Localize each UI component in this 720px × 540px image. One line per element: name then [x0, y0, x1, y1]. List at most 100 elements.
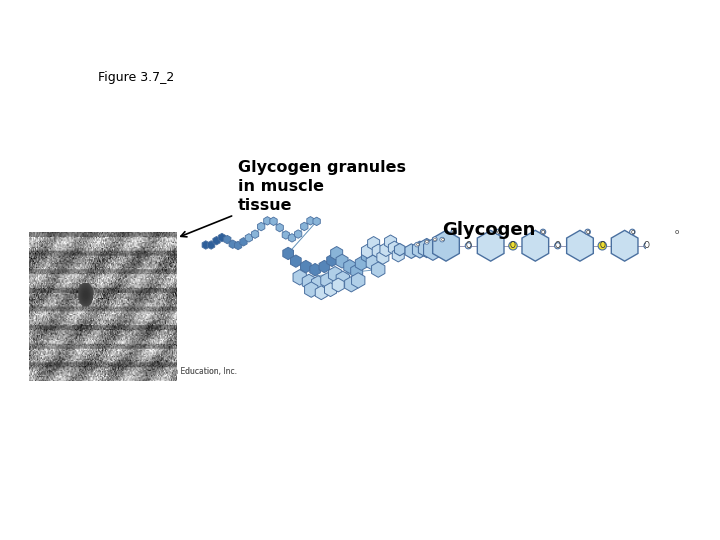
Polygon shape [388, 241, 400, 255]
Circle shape [540, 229, 546, 234]
Text: o: o [585, 229, 590, 235]
Polygon shape [656, 231, 683, 261]
Text: © 2013 Pearson Education, Inc.: © 2013 Pearson Education, Inc. [117, 367, 238, 376]
Polygon shape [218, 233, 225, 242]
Polygon shape [336, 271, 349, 287]
Polygon shape [283, 247, 294, 260]
Polygon shape [276, 224, 284, 232]
Polygon shape [351, 273, 365, 288]
Polygon shape [315, 286, 328, 300]
Polygon shape [336, 254, 348, 268]
Polygon shape [325, 283, 336, 296]
Polygon shape [327, 254, 338, 267]
Text: O: O [465, 241, 472, 250]
Text: o: o [425, 239, 428, 245]
Polygon shape [477, 231, 504, 261]
Text: Glycogen granules
in muscle
tissue: Glycogen granules in muscle tissue [238, 160, 406, 213]
Text: O: O [510, 241, 516, 250]
Polygon shape [320, 273, 334, 288]
Polygon shape [312, 276, 325, 291]
Polygon shape [240, 238, 247, 246]
Polygon shape [328, 267, 342, 282]
Polygon shape [270, 217, 277, 226]
Polygon shape [377, 251, 389, 264]
Text: o: o [440, 237, 444, 242]
Circle shape [415, 242, 420, 247]
Polygon shape [611, 231, 638, 261]
Circle shape [598, 241, 606, 250]
Text: o: o [496, 229, 500, 235]
Polygon shape [264, 217, 271, 225]
Text: Glycogen: Glycogen [442, 221, 536, 239]
Polygon shape [310, 264, 320, 276]
Polygon shape [251, 230, 258, 239]
Circle shape [675, 229, 680, 234]
Text: O: O [644, 241, 650, 250]
Polygon shape [235, 241, 242, 249]
Polygon shape [294, 230, 302, 238]
Polygon shape [288, 234, 296, 242]
Polygon shape [330, 247, 343, 260]
Polygon shape [372, 262, 385, 278]
Circle shape [509, 241, 517, 250]
Polygon shape [305, 282, 318, 298]
Polygon shape [202, 241, 210, 249]
Polygon shape [372, 244, 384, 258]
Polygon shape [380, 242, 392, 256]
Polygon shape [332, 278, 344, 292]
Circle shape [465, 242, 472, 249]
Polygon shape [413, 241, 427, 258]
Polygon shape [343, 260, 356, 273]
Polygon shape [395, 244, 405, 256]
Polygon shape [418, 239, 435, 258]
Text: o: o [433, 237, 437, 242]
Text: O: O [599, 241, 606, 250]
Circle shape [440, 237, 444, 242]
Text: o: o [451, 229, 456, 235]
Polygon shape [567, 231, 593, 261]
Polygon shape [246, 234, 253, 242]
Text: o: o [415, 242, 419, 247]
Circle shape [644, 242, 650, 249]
Circle shape [585, 229, 590, 234]
Polygon shape [224, 235, 231, 244]
Polygon shape [361, 249, 374, 262]
Text: o: o [541, 229, 545, 235]
Polygon shape [522, 231, 549, 261]
Polygon shape [368, 237, 379, 251]
Polygon shape [384, 235, 397, 249]
Text: o: o [675, 229, 679, 235]
Text: o: o [630, 229, 634, 235]
Circle shape [433, 237, 437, 241]
Polygon shape [423, 239, 442, 260]
Polygon shape [229, 240, 236, 248]
Polygon shape [366, 255, 379, 271]
Polygon shape [392, 248, 404, 262]
Polygon shape [433, 231, 459, 261]
Circle shape [451, 229, 456, 234]
Text: Figure 3.7_2: Figure 3.7_2 [98, 71, 174, 84]
Polygon shape [282, 231, 289, 239]
Circle shape [554, 242, 561, 249]
Polygon shape [213, 237, 220, 245]
Text: © 2013 Pearson Education, Inc.: © 2013 Pearson Education, Inc. [117, 367, 238, 376]
Polygon shape [355, 256, 367, 271]
Polygon shape [307, 217, 314, 225]
Polygon shape [345, 276, 358, 292]
Polygon shape [290, 255, 301, 267]
Polygon shape [300, 260, 311, 273]
Circle shape [495, 229, 501, 234]
Polygon shape [405, 244, 418, 259]
Polygon shape [361, 244, 374, 258]
Polygon shape [301, 222, 308, 231]
Polygon shape [313, 217, 320, 226]
Polygon shape [258, 222, 265, 231]
Polygon shape [319, 260, 330, 273]
Circle shape [425, 240, 429, 244]
Polygon shape [207, 241, 215, 249]
Polygon shape [302, 274, 315, 289]
Polygon shape [351, 264, 363, 278]
Circle shape [630, 229, 635, 234]
Polygon shape [293, 269, 307, 285]
Text: O: O [554, 241, 561, 250]
